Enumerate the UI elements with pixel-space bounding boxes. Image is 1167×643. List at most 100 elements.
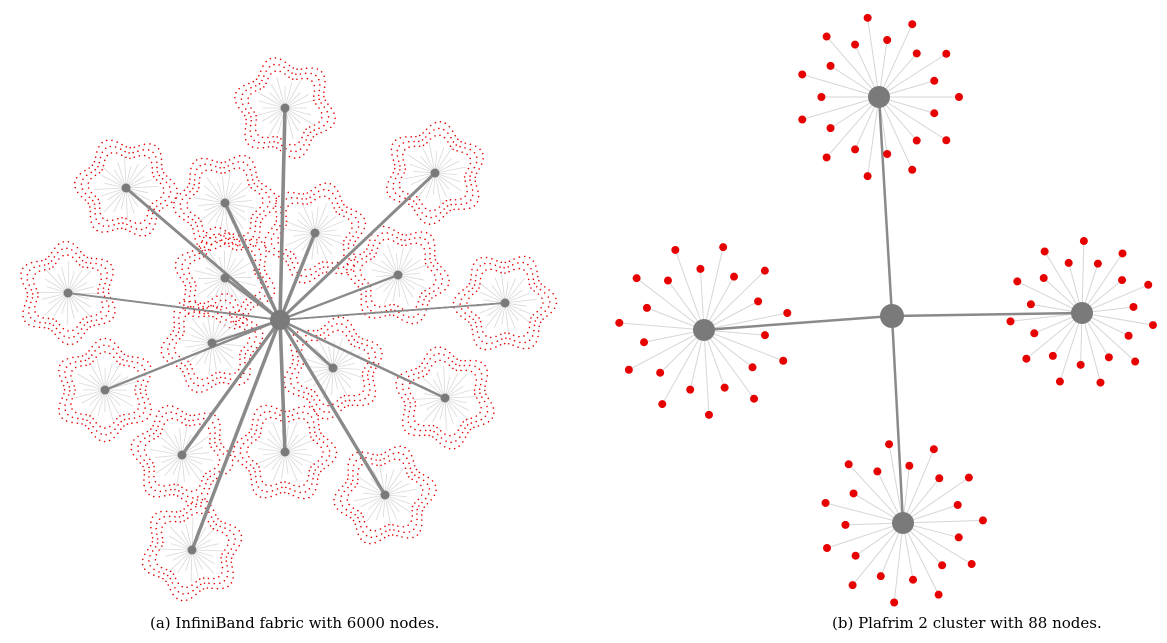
compute-node (220, 305, 223, 308)
compute-node (144, 437, 146, 440)
compute-node (25, 300, 28, 302)
compute-node (428, 223, 431, 226)
compute-node (141, 558, 144, 561)
compute-node (429, 349, 432, 351)
compute-node (20, 272, 22, 274)
compute-node (288, 64, 291, 67)
compute-node (37, 296, 39, 298)
compute-node (429, 124, 432, 127)
compute-node (264, 269, 266, 272)
compute-node (428, 369, 430, 372)
compute-node (132, 453, 135, 456)
compute-node (312, 330, 315, 332)
compute-node (183, 320, 185, 323)
compute-node (84, 192, 87, 195)
compute-node (168, 195, 170, 198)
compute-node (1006, 317, 1015, 326)
compute-node (522, 347, 525, 350)
compute-node (826, 61, 835, 70)
compute-node (194, 289, 197, 292)
compute-node (106, 272, 108, 274)
compute-node (326, 328, 329, 331)
compute-node (455, 440, 457, 442)
compute-node (213, 449, 216, 452)
compute-node (413, 373, 415, 376)
compute-node (199, 583, 202, 586)
node-link (434, 172, 462, 192)
compute-node (174, 520, 177, 523)
compute-node (392, 314, 395, 317)
compute-node (480, 163, 483, 165)
compute-node (624, 365, 633, 374)
compute-node (235, 323, 237, 326)
compute-node (312, 477, 314, 480)
compute-node (154, 223, 156, 225)
compute-node (273, 292, 275, 295)
compute-node (305, 275, 308, 278)
compute-node (421, 203, 423, 205)
compute-node (131, 422, 133, 425)
compute-node (291, 202, 294, 205)
compute-node (292, 418, 295, 421)
compute-node (173, 347, 176, 349)
compute-node (252, 467, 255, 469)
compute-node (476, 269, 479, 271)
compute-node (107, 305, 110, 307)
compute-node (168, 343, 171, 345)
compute-node (224, 527, 226, 529)
compute-node (408, 462, 410, 465)
compute-node (208, 487, 211, 490)
compute-node (183, 189, 186, 192)
compute-node (370, 536, 373, 539)
compute-node (176, 495, 179, 497)
compute-node (352, 464, 355, 467)
compute-node (219, 429, 221, 431)
compute-node (468, 207, 471, 210)
compute-node (407, 375, 410, 378)
compute-node (340, 511, 343, 514)
compute-node (202, 384, 205, 387)
compute-node (171, 338, 174, 341)
compute-node (428, 434, 430, 437)
compute-node (248, 470, 250, 472)
compute-node (183, 508, 185, 510)
compute-node (303, 131, 305, 134)
compute-node (205, 169, 207, 172)
compute-node (370, 300, 373, 303)
compute-node (249, 130, 252, 132)
compute-node (361, 371, 364, 373)
compute-node (213, 467, 216, 470)
compute-node (162, 192, 165, 194)
trunk-link (280, 107, 287, 321)
compute-node (47, 327, 50, 330)
compute-node (480, 256, 483, 259)
compute-node (228, 159, 231, 161)
compute-node (95, 356, 97, 358)
compute-node (136, 361, 139, 364)
compute-node (189, 211, 192, 214)
leaf-switch (207, 338, 217, 348)
node-link (224, 184, 252, 204)
compute-node (123, 425, 125, 427)
compute-node (355, 528, 358, 530)
compute-node (243, 328, 246, 331)
node-link (219, 202, 226, 235)
compute-node (270, 484, 272, 487)
compute-node (473, 166, 476, 169)
compute-node (58, 407, 60, 410)
compute-node (147, 209, 150, 212)
compute-node (389, 304, 391, 306)
compute-node (354, 240, 357, 243)
compute-node (350, 222, 353, 224)
compute-node (226, 565, 228, 567)
compute-node (203, 315, 205, 318)
node-link (181, 423, 188, 456)
compute-node (354, 513, 356, 516)
compute-node (39, 321, 41, 324)
node-link (176, 454, 183, 487)
compute-node (48, 255, 50, 258)
compute-node (942, 49, 951, 58)
compute-node (219, 166, 221, 169)
compute-node (125, 217, 127, 220)
compute-node (298, 156, 301, 159)
